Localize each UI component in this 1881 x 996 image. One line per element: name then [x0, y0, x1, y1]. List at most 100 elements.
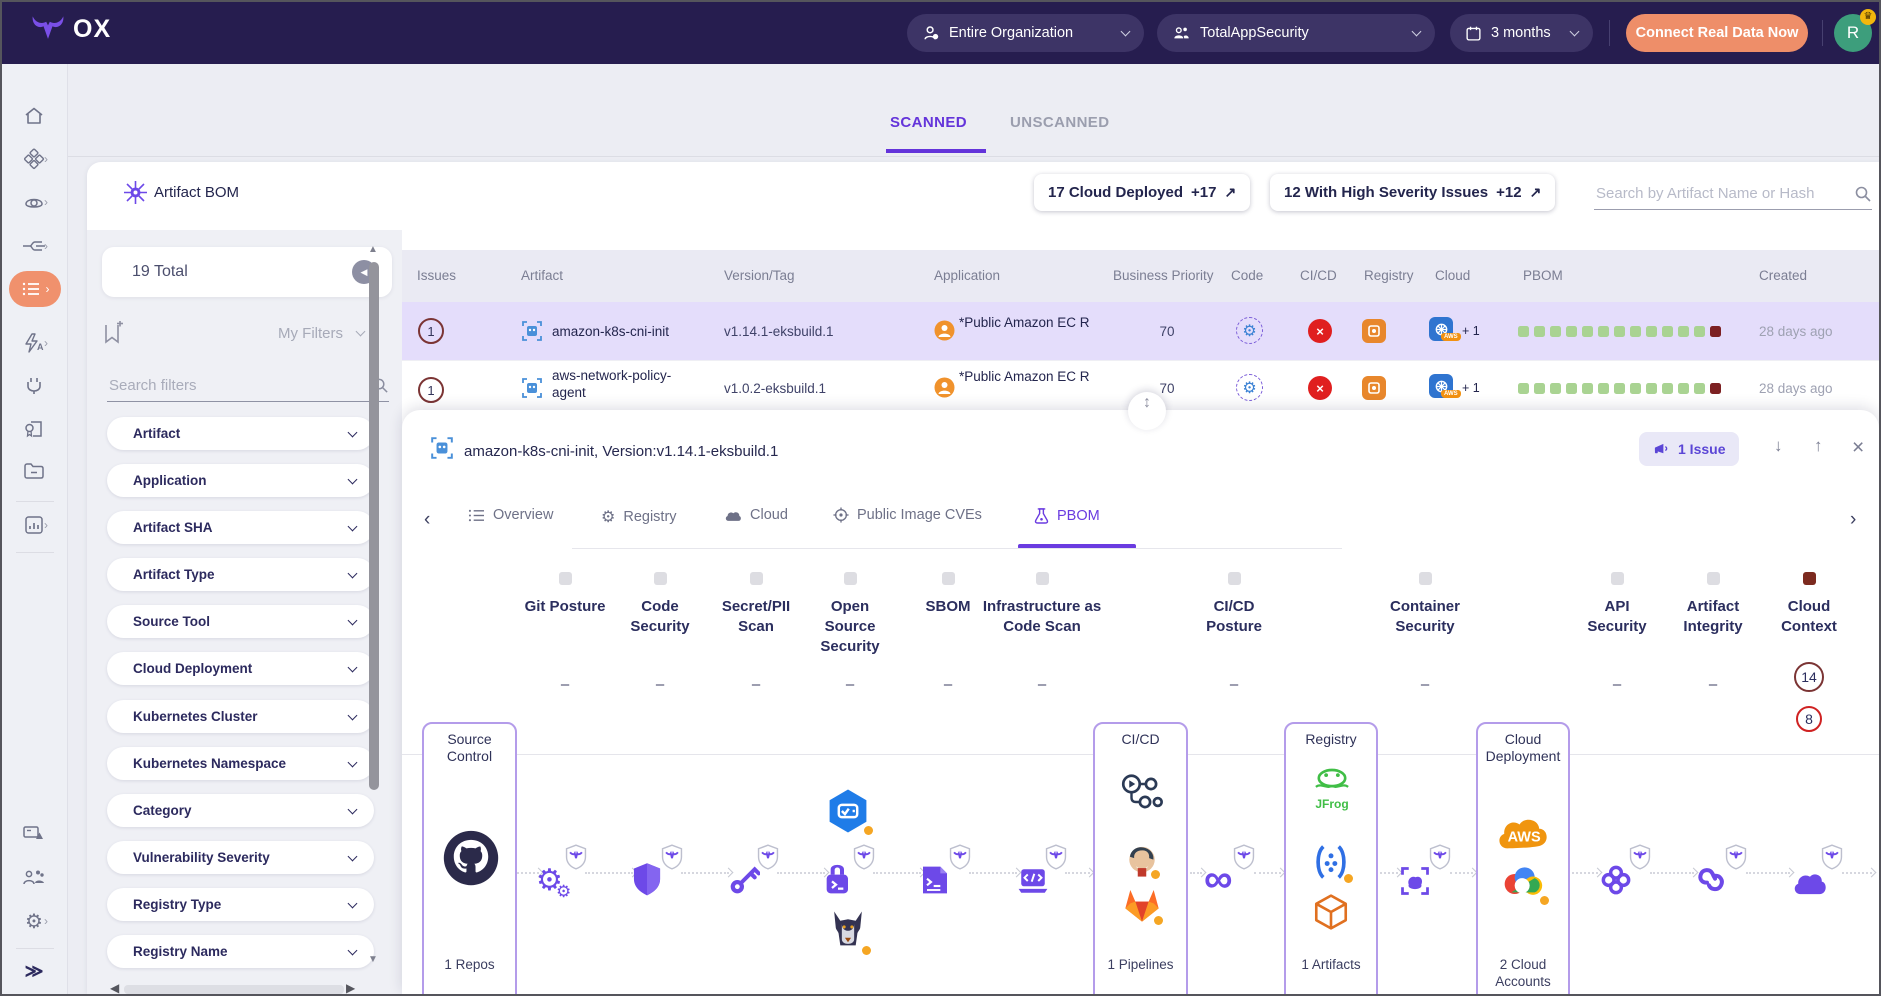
code-source-icon[interactable]: ⚙	[1236, 374, 1263, 401]
node-open-source-security[interactable]	[824, 844, 875, 896]
scrollbar-down-icon[interactable]: ▼	[368, 954, 378, 965]
node-sbom[interactable]	[920, 844, 971, 896]
date-range-selector[interactable]: 3 months	[1450, 14, 1593, 52]
registry-brackets-icon[interactable]	[1311, 842, 1353, 887]
filter-category[interactable]: Category	[107, 794, 374, 827]
created-date: 28 days ago	[1759, 381, 1833, 396]
sidebar-item-automation[interactable]: A ›	[14, 328, 54, 358]
divider	[1822, 20, 1823, 46]
scroll-down-button[interactable]: ↓	[1774, 436, 1783, 455]
aws-icon[interactable]: AWS	[1494, 812, 1552, 859]
artifact-search-input[interactable]	[1594, 184, 1854, 203]
tab-unscanned[interactable]: UNSCANNED	[1010, 114, 1110, 131]
close-icon[interactable]: ×	[1852, 436, 1865, 459]
sidebar-item-attack-surface[interactable]: ›	[14, 187, 54, 217]
vertical-scrollbar-thumb[interactable]	[369, 262, 379, 790]
cloud-context-count-badge[interactable]: 8	[1796, 706, 1822, 732]
node-code-security[interactable]	[632, 844, 683, 896]
filter-kubernetes-namespace[interactable]: Kubernetes Namespace	[107, 747, 374, 780]
filter-source-tool[interactable]: Source Tool	[107, 605, 374, 638]
filter-registry-type[interactable]: Registry Type	[107, 888, 374, 921]
chevron-right-icon: ›	[44, 336, 48, 350]
tab-pbom-active[interactable]: PBOM	[1034, 507, 1100, 524]
cicd-failed-icon[interactable]: ×	[1308, 376, 1332, 400]
scrollbar-left-icon[interactable]: ◀	[110, 981, 120, 995]
ox-shield-icon	[949, 844, 971, 870]
sidebar-expand-button[interactable]: ≫	[24, 960, 44, 981]
issue-count-button[interactable]: 1 Issue	[1639, 432, 1740, 466]
filter-vulnerability-severity[interactable]: Vulnerability Severity	[107, 841, 374, 874]
ox-logo[interactable]: OX	[30, 14, 111, 44]
node-cicd-posture[interactable]: ∞	[1204, 844, 1255, 899]
sidebar-item-alerts[interactable]	[14, 819, 54, 849]
filter-application[interactable]: Application	[107, 464, 374, 497]
github-icon[interactable]	[442, 829, 500, 887]
tabs-scroll-right[interactable]: ›	[1850, 509, 1857, 530]
node-iac-scan[interactable]	[1016, 844, 1067, 896]
tab-registry[interactable]: ⚙ Registry	[601, 507, 677, 527]
my-filters-dropdown[interactable]: My Filters	[278, 324, 343, 342]
ecr-registry-icon[interactable]	[1362, 319, 1386, 343]
connect-real-data-button[interactable]: Connect Real Data Now	[1626, 14, 1808, 52]
issue-count-badge[interactable]: 1	[418, 377, 444, 403]
dependabot-icon[interactable]	[826, 788, 873, 839]
node-container-security[interactable]	[1400, 844, 1451, 896]
node-git-posture[interactable]: ⚙ ⚙	[536, 844, 587, 900]
filter-cloud-deployment[interactable]: Cloud Deployment	[107, 652, 374, 685]
app-selector[interactable]: TotalAppSecurity	[1157, 14, 1435, 52]
sidebar-item-settings[interactable]: ⚙ ›	[14, 906, 54, 936]
scrollbar-up-icon[interactable]: ▲	[368, 244, 378, 255]
node-artifact-integrity[interactable]	[1696, 844, 1747, 896]
chevron-down-icon	[347, 804, 358, 814]
filter-kubernetes-cluster[interactable]: Kubernetes Cluster	[107, 700, 374, 733]
high-severity-badge[interactable]: 12 With High Severity Issues +12 ↗	[1270, 174, 1556, 211]
jfrog-icon[interactable]: JFrog	[1310, 766, 1354, 811]
artifact-cube-icon[interactable]	[1313, 892, 1349, 937]
sidebar-item-inventory-active[interactable]: ›	[9, 271, 61, 307]
filter-registry-name[interactable]: Registry Name	[107, 935, 374, 968]
scroll-up-button[interactable]: ↑	[1814, 436, 1823, 455]
cicd-failed-icon[interactable]: ×	[1308, 319, 1332, 343]
horizontal-scrollbar-track[interactable]	[124, 985, 344, 994]
tab-public-image-cves[interactable]: Public Image CVEs	[833, 507, 982, 523]
sidebar-item-policies[interactable]	[14, 414, 54, 444]
eks-cloud-icon[interactable]: AWS	[1429, 317, 1461, 341]
filter-artifact-type[interactable]: Artifact Type	[107, 558, 374, 591]
category-value: –	[1420, 676, 1430, 693]
ecr-registry-icon[interactable]	[1362, 376, 1386, 400]
sidebar-item-members[interactable]	[14, 862, 54, 892]
filter-search-input[interactable]	[107, 376, 372, 395]
tabs-scroll-left[interactable]: ‹	[424, 509, 431, 530]
sidebar-item-reports[interactable]: ›	[14, 510, 54, 540]
bookmark-add-icon[interactable]	[102, 321, 124, 345]
tab-cloud[interactable]: Cloud	[724, 507, 788, 523]
jenkins-icon[interactable]	[1125, 844, 1160, 883]
cloud-context-count-badge[interactable]: 14	[1794, 662, 1824, 692]
watchdog-icon[interactable]	[828, 908, 871, 957]
tab-overview[interactable]: Overview	[468, 507, 553, 523]
node-cloud-context[interactable]	[1792, 844, 1843, 896]
cloud-deployed-badge[interactable]: 17 Cloud Deployed +17 ↗	[1034, 174, 1251, 211]
sidebar-item-pipeline-flow[interactable]: ›	[14, 231, 54, 261]
code-source-icon[interactable]: ⚙	[1236, 317, 1263, 344]
node-secret-scan[interactable]	[728, 844, 779, 896]
sidebar-item-modules[interactable]: ›	[14, 144, 54, 174]
google-cloud-icon[interactable]	[1498, 864, 1549, 909]
scrollbar-right-icon[interactable]: ▶	[346, 981, 356, 995]
gitlab-icon[interactable]	[1122, 886, 1163, 929]
tab-scanned[interactable]: SCANNED	[890, 114, 967, 131]
filter-artifact-sha[interactable]: Artifact SHA	[107, 511, 374, 544]
chevron-down-icon	[347, 568, 358, 578]
eks-cloud-icon[interactable]: AWS	[1429, 374, 1461, 398]
node-api-security[interactable]	[1600, 844, 1651, 896]
panel-resize-handle[interactable]: ↕	[1128, 392, 1166, 430]
github-actions-icon[interactable]	[1119, 772, 1165, 814]
sidebar-item-connectors[interactable]	[14, 370, 54, 400]
issue-count-badge[interactable]: 1	[418, 318, 444, 344]
org-selector[interactable]: Entire Organization	[907, 14, 1144, 52]
filter-artifact[interactable]: Artifact	[107, 417, 374, 450]
ox-shield-icon	[1233, 844, 1255, 870]
sidebar-item-home[interactable]	[14, 101, 54, 131]
sidebar-item-projects[interactable]	[14, 456, 54, 486]
table-row[interactable]: 1 amazon-k8s-cni-init v1.14.1-eksbuild.1…	[402, 302, 1879, 360]
